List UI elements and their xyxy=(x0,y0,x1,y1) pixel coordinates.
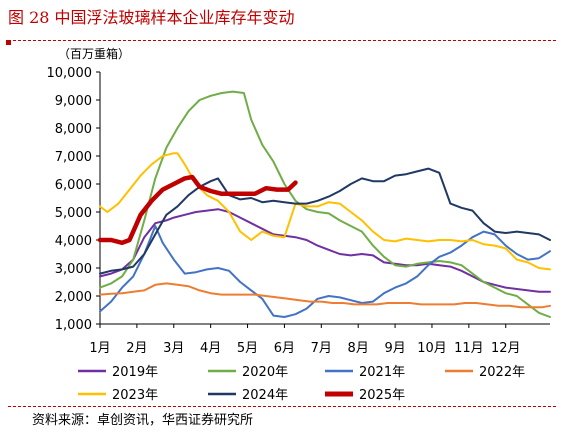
y-tick-label: 8,000 xyxy=(55,122,92,137)
legend-label: 2022年 xyxy=(479,365,525,380)
legend-label: 2024年 xyxy=(242,388,288,403)
y-tick-label: 9,000 xyxy=(55,94,92,109)
y-tick-label: 7,000 xyxy=(55,150,92,165)
y-unit-label: （百万重箱） xyxy=(58,46,130,61)
series-line-2024 xyxy=(99,167,551,275)
x-tick-label: 1月 xyxy=(89,341,110,356)
x-tick-label: 4月 xyxy=(200,341,221,356)
title-divider xyxy=(8,40,556,41)
x-tick-label: 8月 xyxy=(348,341,369,356)
x-tick-label: 11月 xyxy=(454,341,484,356)
chart-title: 图 28 中国浮法玻璃样本企业库存年变动 xyxy=(8,8,295,27)
x-tick-label: 9月 xyxy=(384,341,405,356)
source-note: 资料来源：卓创资讯，华西证券研究所 xyxy=(32,413,254,428)
x-tick-label: 2月 xyxy=(126,341,147,356)
x-tick-label: 7月 xyxy=(311,341,332,356)
legend-label: 2021年 xyxy=(359,365,405,380)
legend-label: 2025年 xyxy=(359,388,405,403)
legend-label: 2019年 xyxy=(112,365,158,380)
y-tick-label: 2,000 xyxy=(55,290,92,305)
series-line-2021 xyxy=(99,225,551,318)
series-line-2022 xyxy=(99,282,551,309)
legend-label: 2023年 xyxy=(112,388,158,403)
series-line-2020 xyxy=(99,90,551,318)
y-tick-label: 3,000 xyxy=(55,262,92,277)
series-line-2025 xyxy=(97,174,298,246)
y-tick-label: 10,000 xyxy=(47,66,93,81)
legend-label: 2020年 xyxy=(242,365,288,380)
x-tick-label: 10月 xyxy=(417,341,447,356)
y-tick-label: 5,000 xyxy=(55,206,92,221)
y-tick-label: 6,000 xyxy=(55,178,92,193)
x-tick-label: 12月 xyxy=(491,341,521,356)
source-divider xyxy=(8,406,556,407)
y-tick-label: 4,000 xyxy=(55,234,92,249)
series-line-2019 xyxy=(99,208,551,293)
x-tick-label: 3月 xyxy=(163,341,184,356)
series-line-2023 xyxy=(99,152,551,271)
x-tick-label: 5月 xyxy=(237,341,258,356)
x-tick-label: 6月 xyxy=(274,341,295,356)
title-marker xyxy=(6,40,11,45)
y-tick-label: 1,000 xyxy=(55,318,92,333)
